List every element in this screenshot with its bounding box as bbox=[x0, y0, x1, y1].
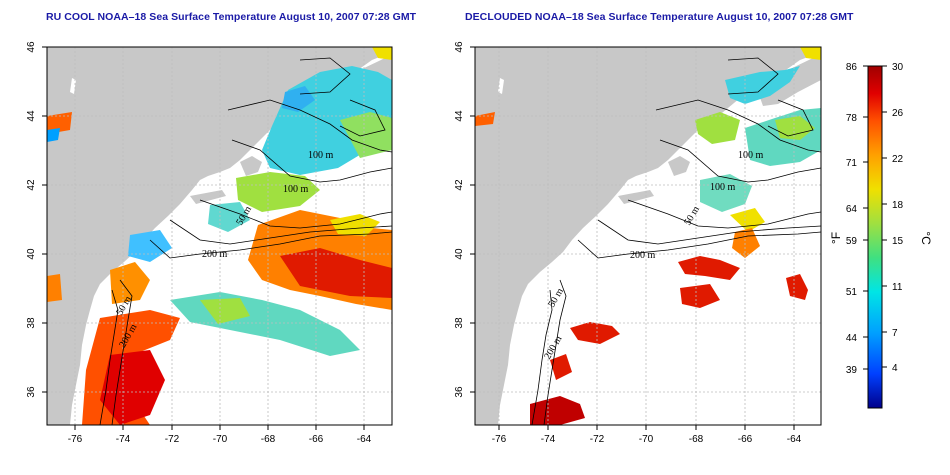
fahrenheit-labels: 86 78 71 64 59 51 44 39 bbox=[846, 62, 858, 376]
right-lon-labels: -76 -74 -72 -70 -68 -66 -64 bbox=[492, 434, 802, 445]
lat-tick-label: 44 bbox=[454, 110, 465, 122]
celsius-tick-label: 22 bbox=[892, 154, 904, 165]
fahrenheit-tick-label: 59 bbox=[846, 236, 858, 247]
land-mass bbox=[47, 47, 392, 425]
left-map-panel: 100 m 100 m 50 m 200 m 50 m 200 m -76 -7… bbox=[26, 41, 393, 445]
lon-tick-label: -68 bbox=[689, 434, 704, 445]
right-map-title: DECLOUDED NOAA–18 Sea Surface Temperatur… bbox=[465, 11, 854, 23]
contour-label: 100 m bbox=[308, 150, 334, 161]
lon-tick-label: -66 bbox=[309, 434, 324, 445]
celsius-labels: 30 26 22 18 15 11 7 4 bbox=[892, 62, 904, 374]
left-lat-labels: 46 44 42 40 38 36 bbox=[26, 41, 37, 398]
lat-tick-label: 38 bbox=[454, 317, 465, 329]
celsius-tick-label: 30 bbox=[892, 62, 904, 73]
celsius-tick-label: 15 bbox=[892, 236, 904, 247]
fahrenheit-unit-label: °F bbox=[829, 232, 843, 244]
contour-label: 200 m bbox=[202, 249, 228, 260]
left-map-title: RU COOL NOAA–18 Sea Surface Temperature … bbox=[46, 11, 417, 23]
lon-tick-label: -74 bbox=[541, 434, 556, 445]
lon-tick-label: -76 bbox=[492, 434, 507, 445]
cape-cod bbox=[240, 156, 262, 176]
lon-tick-label: -72 bbox=[165, 434, 180, 445]
celsius-unit-label: °C bbox=[919, 231, 933, 245]
contour-label: 200 m bbox=[630, 250, 656, 261]
graticule bbox=[47, 47, 392, 425]
lon-tick-label: -64 bbox=[787, 434, 802, 445]
lon-tick-label: -70 bbox=[639, 434, 654, 445]
contour-label: 100 m bbox=[710, 182, 736, 193]
lon-tick-label: -70 bbox=[213, 434, 228, 445]
lat-tick-label: 42 bbox=[454, 179, 465, 191]
lon-tick-label: -68 bbox=[261, 434, 276, 445]
cape-cod bbox=[668, 156, 690, 176]
lat-tick-label: 46 bbox=[26, 41, 37, 53]
lat-tick-label: 44 bbox=[26, 110, 37, 122]
contour-label: 100 m bbox=[738, 150, 764, 161]
celsius-tick-label: 4 bbox=[892, 363, 898, 374]
colorbar-gradient bbox=[867, 65, 883, 409]
temperature-colorbar: 86 78 71 64 59 51 44 39 30 26 22 18 15 1… bbox=[829, 62, 933, 409]
fahrenheit-tick-label: 71 bbox=[846, 158, 858, 169]
bathymetry-contours bbox=[99, 57, 392, 425]
inland-lake bbox=[498, 78, 504, 94]
lat-tick-label: 42 bbox=[26, 179, 37, 191]
long-island bbox=[618, 190, 654, 204]
fahrenheit-tick-label: 64 bbox=[846, 204, 858, 215]
land-mass bbox=[475, 47, 821, 425]
left-axis-ticks bbox=[42, 46, 365, 430]
celsius-tick-label: 7 bbox=[892, 328, 898, 339]
lon-tick-label: -76 bbox=[68, 434, 83, 445]
lat-tick-label: 40 bbox=[26, 248, 37, 260]
fahrenheit-tick-label: 86 bbox=[846, 62, 858, 73]
lat-tick-label: 36 bbox=[454, 386, 465, 398]
lon-tick-label: -64 bbox=[357, 434, 372, 445]
graticule bbox=[475, 47, 821, 425]
colorbar-ticks bbox=[863, 65, 887, 370]
lon-tick-label: -72 bbox=[590, 434, 605, 445]
long-island bbox=[190, 190, 226, 204]
right-axis-ticks bbox=[470, 46, 795, 430]
fahrenheit-tick-label: 44 bbox=[846, 333, 858, 344]
right-map-panel: 100 m 100 m 50 m 200 m 50 m 200 m -76 -7… bbox=[454, 41, 822, 445]
celsius-tick-label: 18 bbox=[892, 200, 904, 211]
celsius-tick-label: 26 bbox=[892, 108, 904, 119]
celsius-tick-label: 11 bbox=[892, 282, 903, 293]
sst-field bbox=[475, 47, 821, 425]
inland-lake bbox=[70, 78, 76, 94]
bathymetry-contours bbox=[531, 57, 821, 425]
fahrenheit-tick-label: 51 bbox=[846, 287, 858, 298]
sst-field bbox=[47, 47, 392, 425]
right-map-frame bbox=[474, 46, 822, 426]
fahrenheit-tick-label: 39 bbox=[846, 365, 858, 376]
lat-tick-label: 36 bbox=[26, 386, 37, 398]
lat-tick-label: 40 bbox=[454, 248, 465, 260]
right-lat-labels: 46 44 42 40 38 36 bbox=[454, 41, 465, 398]
contour-label: 100 m bbox=[283, 184, 309, 195]
lat-tick-label: 38 bbox=[26, 317, 37, 329]
lon-tick-label: -74 bbox=[116, 434, 131, 445]
fahrenheit-tick-label: 78 bbox=[846, 113, 858, 124]
left-lon-labels: -76 -74 -72 -70 -68 -66 -64 bbox=[68, 434, 372, 445]
lon-tick-label: -66 bbox=[738, 434, 753, 445]
lat-tick-label: 46 bbox=[454, 41, 465, 53]
